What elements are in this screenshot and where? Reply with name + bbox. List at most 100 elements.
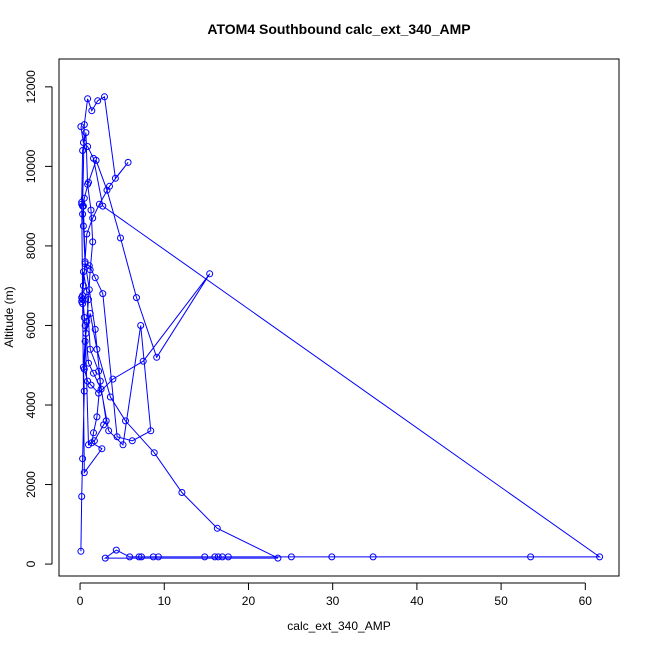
- data-point: [85, 262, 93, 270]
- data-point: [86, 310, 94, 317]
- data-point: [596, 553, 604, 561]
- data-point: [527, 553, 535, 561]
- data-point: [80, 387, 88, 395]
- data-point: [85, 441, 92, 449]
- data-point: [80, 365, 88, 373]
- x-tick-label: 40: [410, 594, 424, 608]
- data-point: [95, 389, 103, 397]
- data-point: [80, 314, 88, 321]
- data-point: [109, 375, 117, 383]
- data-point: [211, 553, 219, 561]
- data-point: [150, 449, 158, 457]
- data-point: [101, 93, 108, 101]
- data-point: [287, 553, 295, 561]
- y-tick-label: 0: [24, 560, 38, 567]
- data-point: [99, 202, 107, 210]
- y-tick-label: 2000: [24, 471, 38, 498]
- x-tick-label: 50: [494, 594, 508, 608]
- data-point: [79, 282, 87, 290]
- data-point: [90, 437, 98, 445]
- data-point: [83, 288, 91, 296]
- data-point: [80, 121, 88, 129]
- y-tick-label: 6000: [24, 312, 38, 339]
- data-point: [78, 493, 86, 500]
- data-point: [86, 345, 94, 353]
- data-point: [79, 455, 87, 463]
- data-point: [77, 547, 85, 555]
- data-point: [89, 238, 97, 246]
- data-point: [112, 546, 120, 554]
- y-tick-label: 10000: [24, 149, 38, 183]
- data-point: [147, 427, 155, 435]
- data-point: [87, 206, 95, 214]
- plot-area-frame: [58, 58, 620, 577]
- y-tick-label: 12000: [24, 70, 38, 104]
- y-tick-label: 8000: [24, 232, 38, 259]
- x-axis-label: calc_ext_340_AMP: [287, 619, 390, 633]
- data-point: [79, 147, 87, 154]
- data-point: [91, 274, 99, 282]
- data-point: [119, 441, 127, 449]
- data-point: [99, 290, 107, 298]
- data-point: [101, 554, 109, 562]
- data-point: [117, 234, 124, 242]
- data-point: [111, 174, 119, 182]
- data-point: [79, 210, 87, 218]
- data-point: [84, 143, 92, 150]
- data-point: [274, 554, 282, 562]
- y-axis-label: Altitude (m): [2, 286, 16, 347]
- data-point: [79, 202, 87, 210]
- data-point: [80, 469, 88, 477]
- data-point: [113, 433, 121, 441]
- data-point: [79, 300, 87, 308]
- chart-title: ATOM4 Southbound calc_ext_340_AMP: [207, 21, 470, 37]
- data-point: [105, 427, 113, 435]
- data-point: [126, 553, 134, 561]
- data-point: [77, 123, 85, 131]
- x-tick-label: 20: [242, 594, 256, 608]
- data-point: [137, 322, 145, 329]
- series-line: [80, 95, 602, 559]
- data-point: [90, 154, 97, 162]
- data-point: [86, 266, 94, 274]
- data-point: [138, 553, 145, 561]
- data-point: [96, 377, 104, 385]
- data-point: [89, 214, 97, 222]
- data-point: [79, 268, 87, 276]
- data-point: [90, 369, 97, 377]
- data-point: [103, 186, 111, 194]
- data-point: [95, 200, 103, 208]
- data-point: [122, 417, 129, 425]
- data-point: [135, 553, 143, 561]
- data-point: [154, 553, 162, 561]
- x-tick-label: 60: [579, 594, 593, 608]
- data-point: [201, 553, 209, 561]
- data-point: [94, 97, 102, 105]
- data-point: [88, 107, 96, 115]
- data-point: [206, 270, 214, 278]
- data-point: [128, 437, 136, 445]
- data-point: [213, 524, 221, 532]
- data-point: [100, 421, 108, 429]
- data-point: [124, 158, 132, 166]
- data-point: [139, 357, 147, 365]
- data-point: [224, 553, 232, 561]
- data-point: [93, 413, 101, 421]
- data-point: [82, 329, 90, 337]
- data-point: [85, 359, 92, 367]
- data-point: [214, 553, 222, 561]
- data-point: [81, 258, 89, 266]
- data-point: [369, 553, 377, 561]
- data-point: [98, 445, 106, 453]
- data-point: [82, 129, 90, 137]
- data-point: [87, 381, 95, 389]
- y-tick-label: 4000: [24, 391, 38, 418]
- x-tick-label: 10: [158, 594, 172, 608]
- data-point: [133, 294, 140, 302]
- data-point: [81, 260, 89, 268]
- x-tick-label: 30: [326, 594, 340, 608]
- data-point: [153, 353, 161, 361]
- data-point: [80, 194, 88, 202]
- data-point: [81, 337, 89, 345]
- x-axis: 0 10 20 30 40 50 60: [77, 582, 593, 608]
